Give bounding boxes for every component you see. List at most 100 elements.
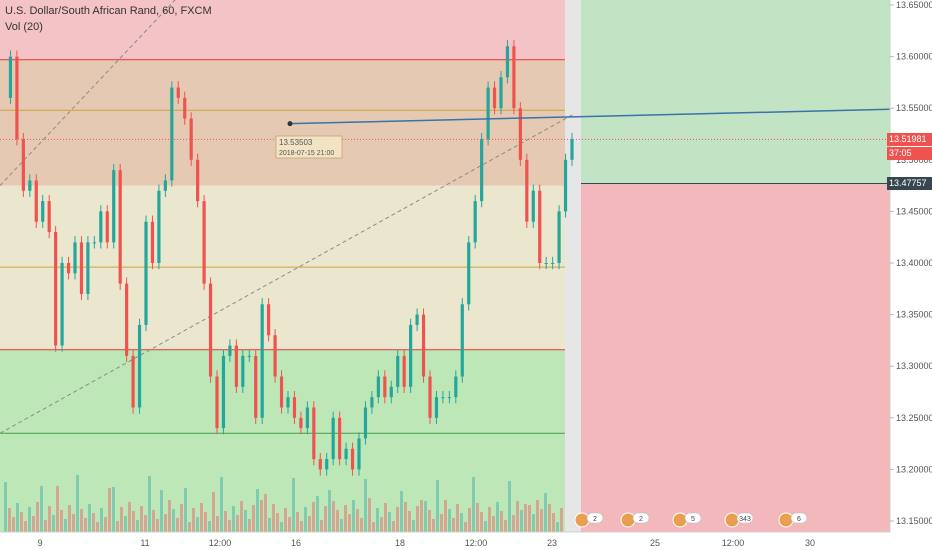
volume-bar <box>140 506 143 532</box>
time-tick-label: 9 <box>37 538 42 548</box>
volume-bar <box>524 504 527 532</box>
candle-body <box>86 242 90 294</box>
volume-bar <box>256 489 259 532</box>
event-flag-icon <box>778 512 794 528</box>
volume-bar <box>556 522 559 532</box>
current-price-tag: 13.51981 <box>887 133 932 146</box>
candle-body <box>131 355 135 408</box>
price-tick-label: 13.40000 <box>896 258 932 268</box>
event-count-label: 6 <box>797 516 801 523</box>
volume-bar <box>448 509 451 532</box>
volume-bar <box>360 518 363 532</box>
volume-bar <box>412 520 415 532</box>
candle-body <box>228 345 232 356</box>
candle-body <box>563 159 568 212</box>
volume-bar <box>196 517 199 532</box>
candle-body <box>531 190 535 222</box>
volume-bar <box>432 519 435 532</box>
candle-body <box>66 263 71 274</box>
time-tick-label: 12:00 <box>722 538 745 548</box>
volume-bar <box>300 521 303 532</box>
volume-bar <box>396 507 399 532</box>
candle-body <box>28 180 32 191</box>
volume-bar <box>352 500 355 532</box>
volume-bar <box>180 504 183 532</box>
volume-bar <box>48 506 51 532</box>
candle-body <box>118 170 122 284</box>
candle-body <box>473 201 477 243</box>
volume-bar <box>260 500 263 532</box>
candle-body <box>273 335 277 377</box>
volume-bar <box>404 502 407 532</box>
volume-bar <box>168 500 171 532</box>
candle-body <box>15 56 19 140</box>
candle-body <box>396 355 400 387</box>
volume-bar <box>512 515 515 532</box>
volume-bar <box>392 521 395 532</box>
candle-body <box>21 139 25 191</box>
volume-bar <box>164 514 167 532</box>
candle-body <box>299 417 303 429</box>
volume-bar <box>312 502 315 532</box>
candle-body <box>518 108 522 160</box>
candle-body <box>570 139 574 160</box>
event-count-badge <box>736 512 754 524</box>
volume-bar <box>528 505 531 532</box>
volume-bar <box>304 507 307 532</box>
candle-body <box>402 355 406 387</box>
candle-body <box>292 397 297 418</box>
volume-bar <box>156 519 159 532</box>
candle-body <box>215 376 219 429</box>
trend-anchor-point <box>287 121 293 127</box>
annotation-price: 13.53503 <box>279 138 313 147</box>
candle-body <box>363 407 368 439</box>
candle-body <box>54 232 58 346</box>
volume-bar <box>264 494 267 532</box>
volume-bar <box>72 514 75 532</box>
candle-body <box>357 438 361 470</box>
volume-bar <box>20 512 23 532</box>
price-tick-label: 13.60000 <box>896 52 932 62</box>
event-count-label: 343 <box>739 516 751 523</box>
candle-body <box>312 407 316 460</box>
candle-body <box>421 314 426 377</box>
volume-bar <box>464 522 467 532</box>
candle-body <box>454 376 458 398</box>
volume-bar <box>152 510 155 532</box>
candle-body <box>441 397 445 399</box>
candle-body <box>544 263 548 264</box>
volume-bar <box>368 498 371 532</box>
price-tick-label: 13.65000 <box>896 0 932 10</box>
time-tick-label: 30 <box>805 538 815 548</box>
volume-bar <box>508 481 511 532</box>
volume-bar <box>320 520 323 532</box>
bar-countdown-tag: 37:05 <box>887 147 932 160</box>
volume-bar <box>240 501 243 532</box>
volume-bar <box>308 516 311 532</box>
volume-bar <box>192 508 195 532</box>
volume-bar <box>456 504 459 532</box>
volume-bar <box>436 480 439 532</box>
volume-bar <box>236 515 239 532</box>
volume-bar <box>452 518 455 532</box>
price-tick-label: 13.55000 <box>896 103 932 113</box>
volume-bar <box>324 506 327 532</box>
volume-bar <box>124 516 127 532</box>
volume-bar <box>344 505 347 532</box>
volume-bar <box>500 511 503 532</box>
time-tick-label: 11 <box>140 538 149 548</box>
candle-body <box>73 242 77 274</box>
volume-bar <box>144 515 147 532</box>
candle-body <box>557 211 561 263</box>
volume-bar <box>356 509 359 532</box>
price-tick-label: 13.30000 <box>896 361 932 371</box>
volume-bar <box>80 509 83 532</box>
volume-bar <box>316 496 319 532</box>
candle-body <box>480 139 484 202</box>
volume-bar <box>136 520 139 532</box>
time-tick-label: 16 <box>291 538 301 548</box>
volume-bar <box>560 508 563 532</box>
candle-body <box>525 159 529 222</box>
volume-bar <box>160 490 163 532</box>
